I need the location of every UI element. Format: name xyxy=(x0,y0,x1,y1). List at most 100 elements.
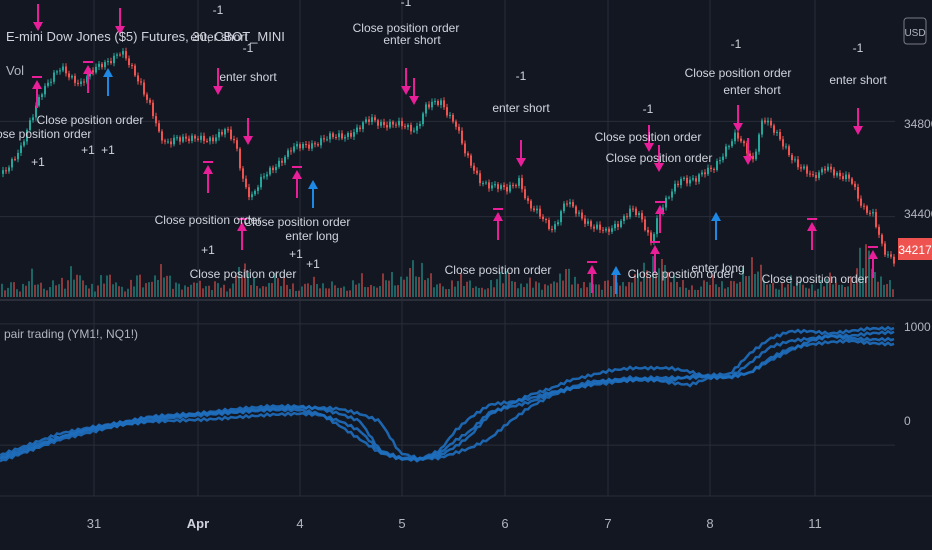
chart-title[interactable]: E-mini Dow Jones ($5) Futures, 30, CBOT_… xyxy=(6,29,285,44)
volume-bar xyxy=(541,289,543,297)
candle-body xyxy=(590,221,592,227)
candle-body xyxy=(440,100,442,105)
candle-body xyxy=(851,178,853,184)
currency-badge[interactable]: USD xyxy=(903,17,927,45)
short-signal-head xyxy=(654,163,664,172)
candle-body xyxy=(98,63,100,67)
candle-body xyxy=(536,208,538,211)
candle-body xyxy=(827,166,829,171)
candle-body xyxy=(638,213,640,216)
candle-body xyxy=(647,229,649,233)
signal-annotation: Close position order xyxy=(244,215,351,229)
volume-bar xyxy=(349,290,351,297)
volume-bar xyxy=(229,288,231,297)
volume-bar xyxy=(502,283,504,297)
candle-body xyxy=(104,62,106,68)
candle-body xyxy=(107,61,109,63)
volume-bar xyxy=(166,275,168,297)
volume-bar xyxy=(859,247,861,297)
candle-body xyxy=(167,141,169,143)
candle-body xyxy=(626,216,628,218)
volume-bar xyxy=(76,274,78,297)
candle-body xyxy=(842,176,844,180)
candle-body xyxy=(803,166,805,169)
short-signal-head xyxy=(115,26,125,35)
candle-body xyxy=(668,197,670,199)
volume-bar xyxy=(496,279,498,297)
candle-body xyxy=(197,138,199,140)
volume-bar xyxy=(439,283,441,297)
candle-body xyxy=(317,144,319,146)
candle-body xyxy=(416,126,418,131)
candle-body xyxy=(791,155,793,161)
candle-body xyxy=(395,124,397,126)
candle-body xyxy=(140,81,142,83)
signal-annotation: Close position order xyxy=(445,263,552,277)
candle-body xyxy=(533,208,535,211)
candle-body xyxy=(275,166,277,171)
pair-trading-label[interactable]: pair trading (YM1!, NQ1!) xyxy=(4,327,138,341)
volume-bar xyxy=(568,268,570,297)
volume-bar xyxy=(109,274,111,297)
volume-bar xyxy=(157,279,159,297)
candle-body xyxy=(770,120,772,126)
signal-annotation: -1 xyxy=(516,69,527,83)
volume-bar xyxy=(379,286,381,297)
candle-body xyxy=(461,130,463,144)
volume-label[interactable]: Vol xyxy=(6,63,24,78)
volume-bar xyxy=(769,284,771,297)
signal-annotation: Close position order xyxy=(762,272,869,286)
volume-bar xyxy=(448,288,450,297)
signal-annotation: Close position order xyxy=(155,213,262,227)
volume-bar xyxy=(223,284,225,297)
signal-annotation: +1 xyxy=(201,243,215,257)
volume-bar xyxy=(778,289,780,297)
candle-body xyxy=(542,216,544,220)
last-price-text: 34217 xyxy=(898,243,932,257)
volume-bar xyxy=(352,280,354,297)
volume-bar xyxy=(556,282,558,297)
volume-bar xyxy=(259,288,261,297)
candle-body xyxy=(686,177,688,184)
time-tick-6: 6 xyxy=(501,516,508,531)
candle-body xyxy=(611,228,613,232)
volume-bar xyxy=(436,284,438,297)
candle-body xyxy=(41,94,43,98)
candle-body xyxy=(455,121,457,127)
volume-bar xyxy=(634,273,636,297)
volume-bar xyxy=(250,285,252,297)
candle-body xyxy=(239,148,241,169)
candle-body xyxy=(806,166,808,174)
volume-bar xyxy=(325,288,327,297)
short-signal-head xyxy=(33,22,43,31)
volume-bar xyxy=(409,268,411,297)
candle-body xyxy=(233,139,235,141)
volume-bar xyxy=(55,285,57,297)
candle-body xyxy=(446,107,448,116)
volume-bar xyxy=(499,271,501,297)
short-signal-head xyxy=(213,86,223,95)
candle-body xyxy=(848,174,850,179)
candle-body xyxy=(551,228,553,230)
candle-body xyxy=(878,226,880,235)
candle-body xyxy=(302,143,304,149)
candle-body xyxy=(377,120,379,126)
candle-body xyxy=(131,65,133,67)
volume-bar xyxy=(97,285,99,297)
candle-body xyxy=(170,141,172,145)
candle-body xyxy=(779,132,781,140)
candle-body xyxy=(671,191,673,198)
candle-body xyxy=(218,132,220,138)
candle-body xyxy=(767,120,769,123)
time-axis[interactable]: 31 Apr 4 5 6 7 8 11 xyxy=(87,516,822,531)
candle-body xyxy=(437,101,439,105)
volume-bar xyxy=(451,280,453,297)
candle-body xyxy=(713,168,715,170)
volume-bar xyxy=(835,282,837,297)
candle-body xyxy=(200,135,202,140)
volume-bar xyxy=(256,285,258,297)
candle-body xyxy=(629,208,631,217)
volume-bar xyxy=(286,284,288,297)
